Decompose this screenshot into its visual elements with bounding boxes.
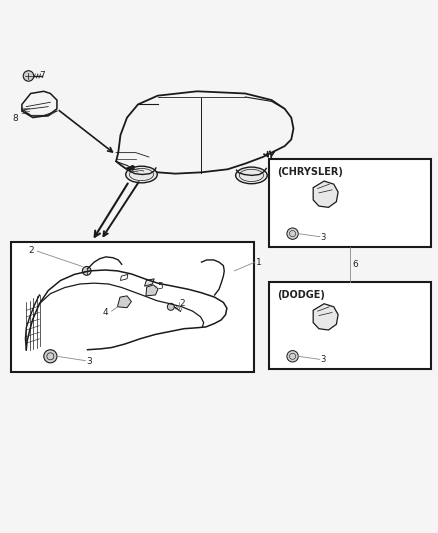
Text: 5: 5 <box>158 282 163 290</box>
FancyBboxPatch shape <box>269 282 431 369</box>
Text: 4: 4 <box>103 309 109 318</box>
Text: (DODGE): (DODGE) <box>277 290 325 300</box>
Ellipse shape <box>236 167 267 184</box>
Polygon shape <box>117 296 131 308</box>
Circle shape <box>167 303 174 310</box>
Text: (CHRYSLER): (CHRYSLER) <box>277 167 343 177</box>
Circle shape <box>23 71 34 81</box>
FancyBboxPatch shape <box>11 243 254 372</box>
Circle shape <box>82 266 91 275</box>
Text: 8: 8 <box>12 114 18 123</box>
Circle shape <box>44 350 57 363</box>
Text: 3: 3 <box>87 357 92 366</box>
Circle shape <box>287 228 298 239</box>
Polygon shape <box>313 304 338 330</box>
Text: 3: 3 <box>321 232 326 241</box>
Text: 3: 3 <box>321 356 326 364</box>
Text: 2: 2 <box>180 299 185 308</box>
Text: 1: 1 <box>256 257 261 266</box>
Text: 6: 6 <box>353 260 358 269</box>
FancyBboxPatch shape <box>269 159 431 247</box>
Polygon shape <box>313 181 338 207</box>
Text: 2: 2 <box>28 246 34 255</box>
Circle shape <box>287 351 298 362</box>
Ellipse shape <box>126 166 157 183</box>
Polygon shape <box>145 279 154 286</box>
Polygon shape <box>146 285 158 296</box>
Text: 7: 7 <box>39 70 45 79</box>
